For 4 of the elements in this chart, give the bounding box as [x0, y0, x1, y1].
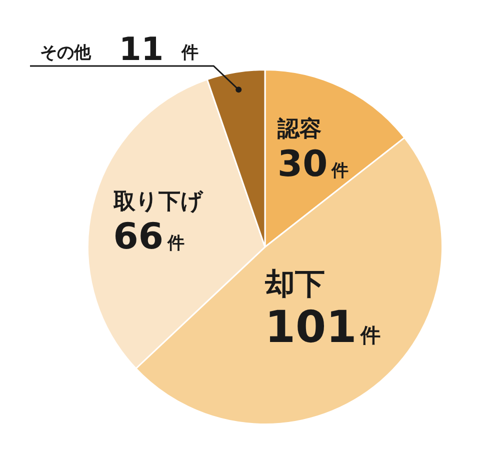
slice-label: 却下	[264, 267, 325, 302]
slice-label: 取り下げ	[112, 190, 204, 215]
slice-label: その他	[40, 43, 92, 63]
slice-label: 認容	[276, 116, 322, 142]
